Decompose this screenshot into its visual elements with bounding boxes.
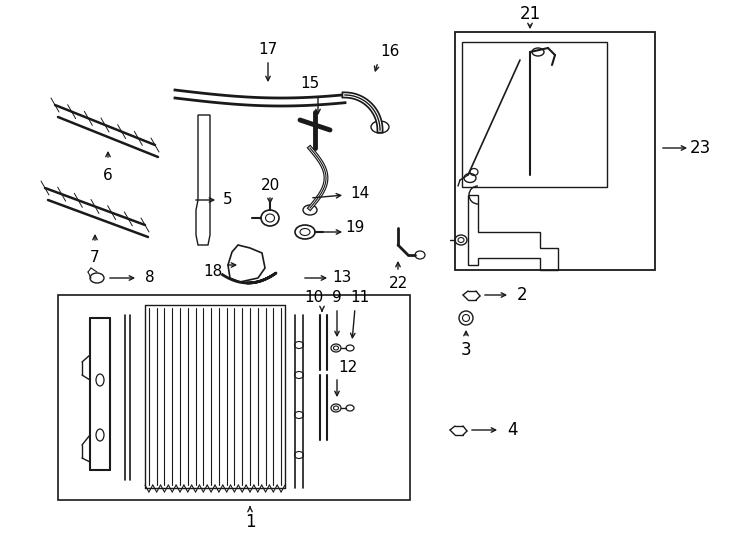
Text: 10: 10 bbox=[305, 291, 324, 306]
Text: 9: 9 bbox=[332, 291, 342, 306]
Text: 12: 12 bbox=[338, 361, 357, 375]
Text: 4: 4 bbox=[506, 421, 517, 439]
Bar bbox=[58, 295, 410, 500]
Text: 13: 13 bbox=[333, 271, 352, 286]
Text: 23: 23 bbox=[689, 139, 711, 157]
Text: 22: 22 bbox=[388, 275, 407, 291]
Text: 2: 2 bbox=[517, 286, 527, 304]
Text: 8: 8 bbox=[145, 271, 155, 286]
Text: 11: 11 bbox=[350, 291, 370, 306]
Text: 5: 5 bbox=[223, 192, 233, 207]
Text: 20: 20 bbox=[261, 178, 280, 192]
Text: 16: 16 bbox=[380, 44, 400, 59]
Text: 17: 17 bbox=[258, 43, 277, 57]
Bar bbox=[462, 42, 607, 187]
Text: 3: 3 bbox=[461, 341, 471, 359]
Text: 7: 7 bbox=[90, 251, 100, 266]
Bar bbox=[455, 32, 655, 270]
Text: 18: 18 bbox=[203, 265, 222, 280]
Text: 21: 21 bbox=[520, 5, 541, 23]
Text: 1: 1 bbox=[244, 513, 255, 531]
Text: 6: 6 bbox=[103, 167, 113, 183]
Text: 19: 19 bbox=[345, 220, 365, 235]
Text: 15: 15 bbox=[300, 77, 319, 91]
Text: 14: 14 bbox=[350, 186, 370, 200]
